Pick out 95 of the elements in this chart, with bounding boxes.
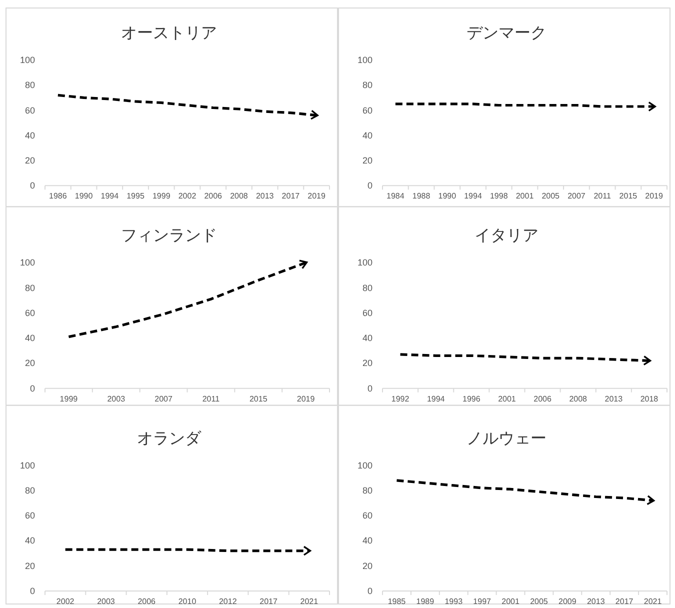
y-tick-label: 80	[24, 80, 35, 90]
y-tick-label: 20	[362, 560, 372, 571]
y-tick-label: 40	[24, 130, 35, 140]
x-tick-label: 2005	[530, 597, 548, 606]
x-tick-label: 2007	[568, 192, 586, 201]
chart-title: イタリア	[474, 228, 538, 245]
y-tick-label: 20	[24, 156, 35, 166]
x-tick-label: 2021	[300, 597, 319, 606]
x-tick-label: 2013	[256, 192, 274, 201]
x-tick-label: 2021	[644, 597, 662, 606]
x-tick-label: 2019	[645, 192, 664, 201]
y-tick-label: 100	[357, 460, 372, 470]
x-tick-label: 1984	[386, 192, 405, 201]
x-tick-label: 1986	[49, 192, 68, 201]
y-tick-label: 0	[367, 586, 372, 596]
x-tick-label: 1994	[426, 394, 446, 404]
y-tick-label: 100	[20, 55, 35, 65]
y-tick-label: 40	[362, 333, 372, 344]
x-tick-label: 2002	[178, 192, 197, 201]
chart-title: ノルウェー	[466, 430, 546, 448]
x-tick-label: 2018	[640, 394, 659, 404]
y-tick-label: 0	[367, 383, 372, 394]
x-tick-label: 1994	[100, 192, 120, 201]
y-tick-label: 20	[24, 358, 35, 368]
x-tick-label: 2013	[586, 597, 606, 606]
x-tick-label: 2008	[230, 192, 248, 201]
chart-title: デンマーク	[466, 25, 546, 42]
y-tick-label: 80	[24, 282, 35, 293]
y-tick-label: 60	[362, 510, 372, 521]
x-tick-label: 2002	[56, 597, 75, 606]
x-tick-label: 2011	[594, 192, 612, 201]
x-tick-label: 2006	[138, 597, 156, 606]
y-tick-label: 40	[24, 536, 35, 546]
x-tick-label: 1988	[412, 192, 431, 201]
x-tick-label: 2009	[558, 597, 577, 606]
y-tick-label: 100	[357, 55, 372, 65]
x-tick-label: 2012	[218, 597, 238, 606]
x-tick-label: 2001	[516, 192, 534, 201]
y-tick-label: 60	[362, 308, 372, 318]
y-tick-label: 60	[24, 510, 35, 521]
x-tick-label: 2011	[202, 394, 220, 404]
y-tick-label: 40	[24, 333, 35, 344]
x-tick-label: 1996	[462, 394, 481, 404]
x-tick-label: 1992	[391, 394, 410, 404]
x-tick-label: 2019	[296, 394, 316, 404]
x-tick-label: 2001	[498, 394, 516, 404]
x-tick-label: 2010	[178, 597, 197, 606]
x-tick-label: 2007	[154, 394, 173, 404]
x-tick-label: 1999	[152, 192, 171, 201]
y-tick-label: 20	[362, 358, 372, 368]
x-tick-label: 2006	[534, 394, 552, 404]
chart-title: フィンランド	[120, 228, 217, 245]
y-tick-label: 0	[30, 180, 35, 191]
y-tick-label: 40	[362, 130, 372, 140]
x-tick-label: 2015	[619, 192, 638, 201]
x-tick-label: 2008	[569, 394, 588, 404]
x-tick-label: 2006	[204, 192, 223, 201]
y-tick-label: 0	[367, 180, 372, 191]
x-tick-label: 1985	[388, 597, 406, 606]
x-tick-label: 2015	[249, 394, 268, 404]
y-tick-label: 60	[24, 308, 35, 318]
y-tick-label: 80	[24, 485, 35, 496]
y-tick-label: 80	[362, 80, 372, 90]
y-tick-label: 60	[362, 105, 372, 116]
x-tick-label: 1994	[464, 192, 482, 201]
x-tick-label: 1990	[438, 192, 457, 201]
y-tick-label: 100	[357, 258, 372, 268]
y-tick-label: 20	[362, 156, 372, 166]
y-tick-label: 80	[362, 282, 372, 293]
chart-title: オランダ	[136, 430, 202, 448]
y-tick-label: 60	[24, 105, 35, 116]
x-tick-label: 1995	[126, 192, 145, 201]
x-tick-label: 1990	[74, 192, 94, 201]
x-tick-label: 2005	[542, 192, 560, 201]
x-tick-label: 2013	[604, 394, 624, 404]
y-tick-label: 0	[30, 383, 35, 394]
x-tick-label: 2003	[107, 394, 126, 404]
x-tick-label: 1993	[444, 597, 464, 606]
y-tick-label: 0	[30, 586, 35, 596]
x-tick-label: 1989	[416, 597, 435, 606]
x-tick-label: 1999	[60, 394, 78, 404]
x-tick-label: 2019	[308, 192, 326, 201]
y-tick-label: 80	[362, 485, 372, 496]
x-tick-label: 1997	[473, 597, 492, 606]
y-tick-label: 40	[362, 536, 372, 546]
x-tick-label: 2017	[282, 192, 300, 201]
x-tick-label: 2017	[260, 597, 278, 606]
x-tick-label: 2001	[502, 597, 520, 606]
x-tick-label: 2003	[97, 597, 116, 606]
x-tick-label: 2017	[615, 597, 634, 606]
y-tick-label: 100	[20, 258, 35, 268]
x-tick-label: 1998	[490, 192, 508, 201]
y-tick-label: 100	[20, 460, 35, 470]
chart-title: オーストリア	[120, 25, 217, 42]
y-tick-label: 20	[24, 560, 35, 571]
